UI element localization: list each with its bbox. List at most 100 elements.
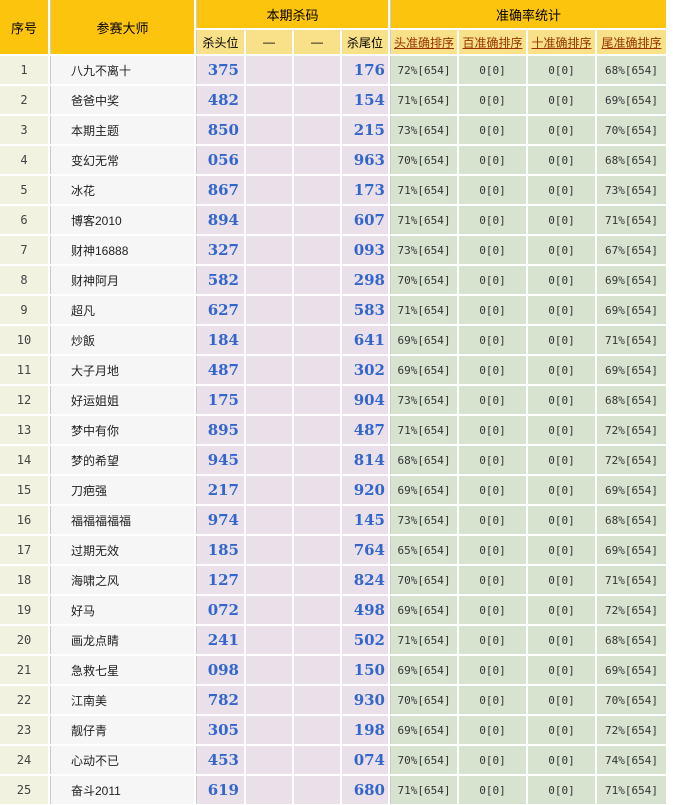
kill-tail-value: 764 <box>342 536 388 564</box>
kill-mid1-value <box>246 356 292 384</box>
head-accuracy-value: 73%[654] <box>390 386 457 414</box>
table-row: 9 超凡 627 583 71%[654] 0[0] 0[0] 69%[654] <box>0 296 666 324</box>
kill-tail-value: 198 <box>342 716 388 744</box>
tail-accuracy-value: 69%[654] <box>597 476 666 504</box>
kill-head-value: 867 <box>196 176 244 204</box>
tail-accuracy-value: 68%[654] <box>597 506 666 534</box>
ten-accuracy-value: 0[0] <box>528 596 595 624</box>
kill-head-value: 850 <box>196 116 244 144</box>
kill-head-value: 175 <box>196 386 244 414</box>
head-accuracy-value: 70%[654] <box>390 266 457 294</box>
master-name: 靓仔青 <box>50 716 194 744</box>
head-accuracy-value: 71%[654] <box>390 176 457 204</box>
kill-mid1-value <box>246 416 292 444</box>
kill-mid2-value <box>294 116 340 144</box>
ten-accuracy-value: 0[0] <box>528 566 595 594</box>
row-index: 3 <box>0 116 48 144</box>
table-row: 22 江南美 782 930 70%[654] 0[0] 0[0] 70%[65… <box>0 686 666 714</box>
kill-tail-value: 298 <box>342 266 388 294</box>
kill-tail-value: 930 <box>342 686 388 714</box>
head-accuracy-value: 69%[654] <box>390 326 457 354</box>
hundred-accuracy-value: 0[0] <box>459 656 526 684</box>
ten-accuracy-value: 0[0] <box>528 446 595 474</box>
ten-accuracy-value: 0[0] <box>528 386 595 414</box>
kill-mid2-value <box>294 296 340 324</box>
ten-accuracy-value: 0[0] <box>528 146 595 174</box>
kill-mid2-value <box>294 446 340 474</box>
head-accuracy-value: 73%[654] <box>390 236 457 264</box>
hundred-accuracy-value: 0[0] <box>459 686 526 714</box>
kill-tail-value: 641 <box>342 326 388 354</box>
tail-accuracy-value: 70%[654] <box>597 116 666 144</box>
ten-accuracy-value: 0[0] <box>528 176 595 204</box>
kill-tail-value: 173 <box>342 176 388 204</box>
kill-mid1-value <box>246 296 292 324</box>
head-accuracy-value: 71%[654] <box>390 206 457 234</box>
table-row: 18 海啸之风 127 824 70%[654] 0[0] 0[0] 71%[6… <box>0 566 666 594</box>
header-row-groups: 序号 参赛大师 本期杀码 准确率统计 <box>0 0 666 54</box>
tail-accuracy-value: 72%[654] <box>597 596 666 624</box>
kill-head-value: 185 <box>196 536 244 564</box>
hundred-accuracy-sort-link[interactable]: 百准确排序 <box>462 35 523 50</box>
tail-accuracy-value: 68%[654] <box>597 386 666 414</box>
kill-tail-value: 824 <box>342 566 388 594</box>
hundred-accuracy-value: 0[0] <box>459 296 526 324</box>
header-row-subcolumns: 杀头位 — — 杀尾位 头准确排序 百准确排序 十准确排序 尾准确排序 <box>0 30 666 54</box>
kill-mid2-value <box>294 476 340 504</box>
kill-mid1-value <box>246 236 292 264</box>
kill-tail-value: 814 <box>342 446 388 474</box>
kill-mid1-value <box>246 206 292 234</box>
row-index: 17 <box>0 536 48 564</box>
row-index: 13 <box>0 416 48 444</box>
row-index: 1 <box>0 56 48 84</box>
kill-head-value: 782 <box>196 686 244 714</box>
kill-tail-value: 607 <box>342 206 388 234</box>
hundred-accuracy-value: 0[0] <box>459 476 526 504</box>
row-index: 16 <box>0 506 48 534</box>
master-name: 江南美 <box>50 686 194 714</box>
tail-accuracy-value: 71%[654] <box>597 776 666 804</box>
kill-mid1-value <box>246 86 292 114</box>
head-accuracy-value: 69%[654] <box>390 476 457 504</box>
row-index: 23 <box>0 716 48 744</box>
hundred-accuracy-value: 0[0] <box>459 56 526 84</box>
kill-mid1-value <box>246 476 292 504</box>
head-accuracy-value: 69%[654] <box>390 596 457 624</box>
head-accuracy-value: 71%[654] <box>390 416 457 444</box>
hundred-accuracy-value: 0[0] <box>459 326 526 354</box>
head-accuracy-value: 70%[654] <box>390 146 457 174</box>
tail-accuracy-sort-link[interactable]: 尾准确排序 <box>601 35 662 50</box>
ten-accuracy-value: 0[0] <box>528 476 595 504</box>
table-row: 23 靓仔青 305 198 69%[654] 0[0] 0[0] 72%[65… <box>0 716 666 744</box>
master-name: 财神16888 <box>50 236 194 264</box>
table-row: 2 爸爸中奖 482 154 71%[654] 0[0] 0[0] 69%[65… <box>0 86 666 114</box>
kill-tail-value: 904 <box>342 386 388 414</box>
subheader-dash-1: — <box>246 30 292 54</box>
row-index: 18 <box>0 566 48 594</box>
table-row: 16 福福福福福 974 145 73%[654] 0[0] 0[0] 68%[… <box>0 506 666 534</box>
kill-mid1-value <box>246 506 292 534</box>
master-name: 心动不已 <box>50 746 194 774</box>
row-index: 7 <box>0 236 48 264</box>
row-index: 22 <box>0 686 48 714</box>
kill-tail-value: 215 <box>342 116 388 144</box>
master-name: 冰花 <box>50 176 194 204</box>
row-index: 2 <box>0 86 48 114</box>
table-row: 24 心动不已 453 074 70%[654] 0[0] 0[0] 74%[6… <box>0 746 666 774</box>
table-row: 25 奋斗2011 619 680 71%[654] 0[0] 0[0] 71%… <box>0 776 666 804</box>
hundred-accuracy-value: 0[0] <box>459 506 526 534</box>
head-accuracy-sort-link[interactable]: 头准确排序 <box>393 35 454 50</box>
head-accuracy-value: 69%[654] <box>390 716 457 744</box>
master-name: 画龙点睛 <box>50 626 194 654</box>
head-accuracy-value: 68%[654] <box>390 446 457 474</box>
kill-tail-value: 176 <box>342 56 388 84</box>
ten-accuracy-value: 0[0] <box>528 536 595 564</box>
kill-mid2-value <box>294 206 340 234</box>
master-name: 大子月地 <box>50 356 194 384</box>
kill-mid1-value <box>246 626 292 654</box>
ten-accuracy-value: 0[0] <box>528 416 595 444</box>
header-group-accuracy-stats: 准确率统计 <box>390 0 666 28</box>
ten-accuracy-sort-link[interactable]: 十准确排序 <box>531 35 592 50</box>
hundred-accuracy-value: 0[0] <box>459 146 526 174</box>
tail-accuracy-value: 70%[654] <box>597 686 666 714</box>
